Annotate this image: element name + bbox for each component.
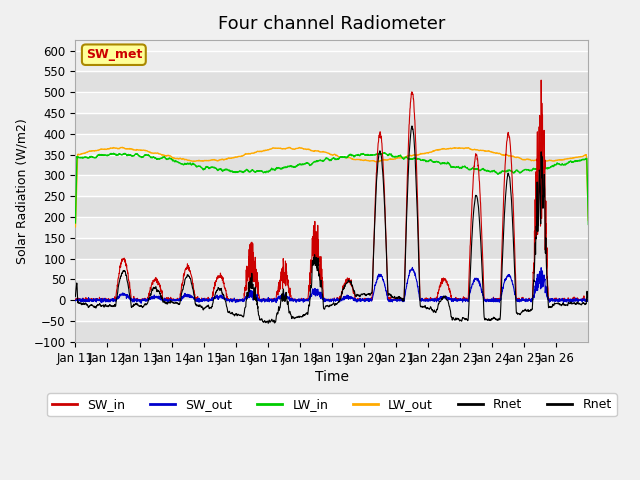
Bar [76,321,588,342]
Bar [76,155,588,175]
Text: SW_met: SW_met [86,48,142,61]
Y-axis label: Solar Radiation (W/m2): Solar Radiation (W/m2) [15,118,28,264]
Bar [76,92,588,113]
Bar [76,50,588,72]
Legend: SW_in, SW_out, LW_in, LW_out, Rnet, Rnet: SW_in, SW_out, LW_in, LW_out, Rnet, Rnet [47,394,616,417]
X-axis label: Time: Time [315,370,349,384]
Bar [76,259,588,279]
Bar [76,217,588,238]
Bar [76,113,588,134]
Title: Four channel Radiometer: Four channel Radiometer [218,15,445,33]
Bar [76,300,588,321]
Bar [76,175,588,196]
Bar [76,72,588,92]
Bar [76,238,588,259]
Bar [76,279,588,300]
Bar [76,196,588,217]
Bar [76,134,588,155]
